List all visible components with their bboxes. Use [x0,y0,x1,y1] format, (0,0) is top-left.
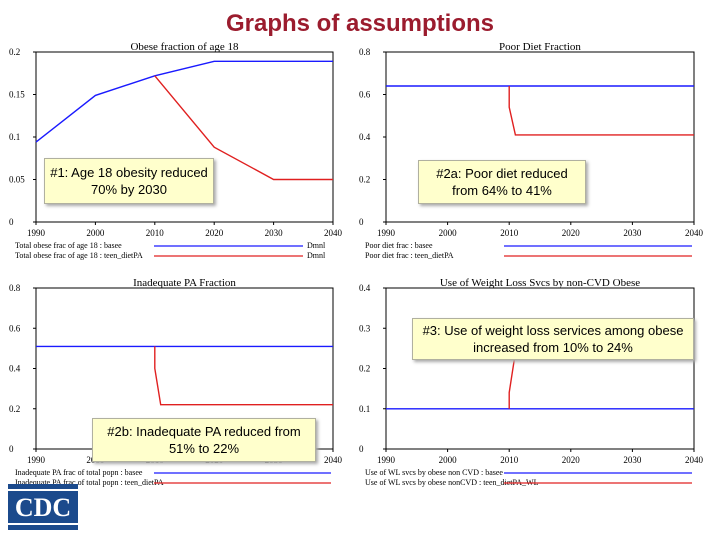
y-tick-label: 0.4 [9,364,21,374]
y-tick-label: 0.6 [359,90,371,100]
y-tick-label: 0.15 [9,90,25,100]
chart-title: Obese fraction of age 18 [130,41,239,53]
legend-label: Use of WL svcs by obese non CVD : basee [365,468,503,477]
slide-title: Graphs of assumptions [225,10,495,37]
x-tick-label: 2010 [146,228,165,238]
chart-title: Use of Weight Loss Svcs by non-CVD Obese [440,277,640,289]
y-tick-label: 0.8 [359,47,371,57]
x-tick-label: 2040 [685,228,704,238]
y-tick-label: 0.2 [359,175,370,185]
x-tick-label: 1990 [27,228,46,238]
x-tick-label: 2030 [623,228,642,238]
plot-frame [385,287,695,450]
y-tick-label: 0.2 [359,364,370,374]
x-tick-label: 2040 [685,455,704,465]
x-tick-label: 2020 [562,228,581,238]
x-tick-label: 2010 [500,455,519,465]
y-tick-label: 0 [359,444,364,454]
legend-unit: Dmnl [307,241,326,250]
y-tick-label: 0.05 [9,175,25,185]
x-tick-label: 2030 [265,228,284,238]
callout-wl: #3: Use of weight loss services among ob… [412,318,694,360]
x-tick-label: 1990 [377,455,396,465]
series-line-policy [508,86,694,136]
legend-label: Total obese frac of age 18 : teen_dietPA [15,251,143,260]
cdc-logo: CDC [8,484,78,530]
y-tick-label: 0.2 [9,47,20,57]
legend-label: Use of WL svcs by obese nonCVD : teen_di… [365,478,539,487]
x-tick-label: 2000 [439,455,458,465]
y-tick-label: 0 [9,217,14,227]
y-tick-label: 0.2 [9,404,20,414]
y-tick-label: 0 [359,217,364,227]
callout-diet: #2a: Poor diet reduced from 64% to 41% [418,160,586,204]
y-tick-label: 0.4 [359,283,371,293]
legend-label: Total obese frac of age 18 : basee [15,241,122,250]
y-tick-label: 0.4 [359,132,371,142]
legend-label: Poor diet frac : teen_dietPA [365,251,454,260]
y-tick-label: 0.1 [9,132,20,142]
x-tick-label: 2020 [205,228,224,238]
x-tick-label: 2040 [324,455,343,465]
callout-obesity: #1: Age 18 obesity reduced 70% by 2030 [44,158,214,204]
y-tick-label: 0.3 [359,323,371,333]
x-tick-label: 2010 [500,228,519,238]
series-line-policy [154,346,333,406]
legend-label: Poor diet frac : basee [365,241,433,250]
callout-pa: #2b: Inadequate PA reduced from 51% to 2… [92,418,316,462]
legend-label: Inadequate PA frac of total popn : basee [15,468,143,477]
series-line-policy [154,75,333,181]
x-tick-label: 2000 [439,228,458,238]
chart-title: Poor Diet Fraction [499,41,581,53]
x-tick-label: 1990 [27,455,46,465]
x-tick-label: 2020 [562,455,581,465]
x-tick-label: 1990 [377,228,396,238]
legend-unit: Dmnl [307,251,326,260]
x-tick-label: 2040 [324,228,343,238]
y-tick-label: 0.1 [359,404,370,414]
chart-title: Inadequate PA Fraction [133,277,236,289]
cdc-logo-text: CDC [15,493,71,522]
series-line-base [35,60,333,143]
x-tick-label: 2000 [86,228,105,238]
legend-label: Inadequate PA frac of total popn : teen_… [15,478,164,487]
x-tick-label: 2030 [623,455,642,465]
y-tick-label: 0 [9,444,14,454]
y-tick-label: 0.8 [9,283,21,293]
y-tick-label: 0.6 [9,323,21,333]
series-line-policy [508,351,694,409]
